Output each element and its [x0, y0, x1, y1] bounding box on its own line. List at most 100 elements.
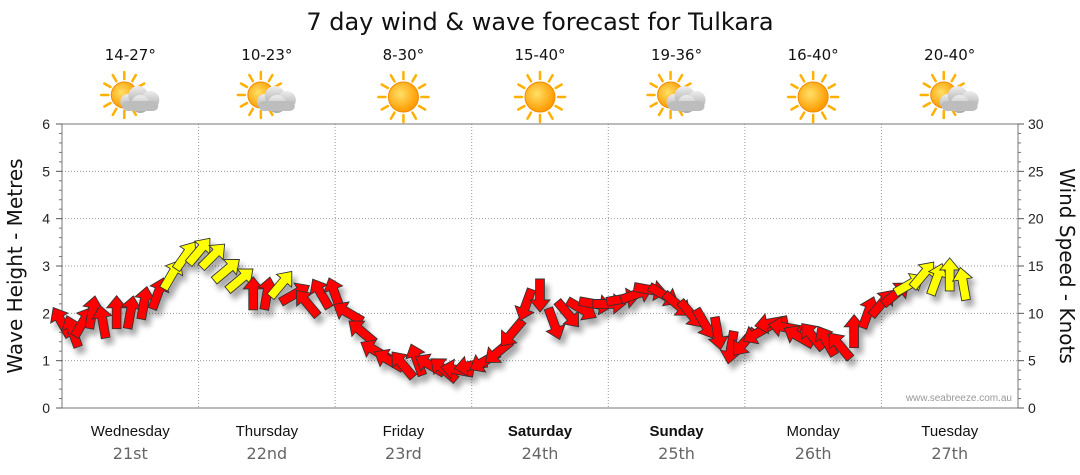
- sun-ray: [827, 83, 837, 90]
- sunny-icon: [786, 70, 840, 124]
- cloud-shape: [939, 86, 979, 113]
- wind-arrow: [801, 322, 827, 353]
- day-labels: 14-27° Wednesday 21st 10-23° Thursday 22nd 8-3…: [91, 46, 979, 463]
- day-temp-range: 15-40°: [514, 46, 565, 64]
- sun-ray: [103, 101, 112, 108]
- wind-arrow: [210, 258, 240, 285]
- day-name: Thursday: [236, 423, 299, 440]
- y-tick-label: 3: [42, 258, 50, 274]
- watermark: www.seabreeze.com.au: [905, 393, 1012, 404]
- y-axis-ticks: 0 1 2 3 4 5 6: [42, 116, 62, 416]
- day-date: 25th: [658, 444, 695, 463]
- sun-ray: [517, 83, 526, 90]
- day-name: Tuesday: [921, 423, 978, 440]
- wind-arrow: [828, 332, 855, 362]
- wind-arrow: [266, 270, 293, 301]
- sun-ray: [248, 107, 255, 117]
- partly-cloudy-icon: [646, 70, 706, 120]
- wind-arrow: [783, 325, 816, 350]
- y2-tick-label: 0: [1028, 400, 1036, 416]
- cloud-base: [668, 101, 705, 111]
- day-temp-range: 19-36°: [651, 46, 702, 64]
- sun-disc: [524, 81, 556, 113]
- grid: [62, 124, 1018, 408]
- day-date: 27th: [931, 444, 968, 463]
- wind-arrow: [242, 276, 265, 311]
- sun-ray: [248, 73, 255, 83]
- sun-ray: [411, 74, 418, 83]
- day-date: 23rd: [385, 444, 422, 463]
- sun-ray: [799, 111, 806, 120]
- sun-ray: [389, 111, 396, 120]
- partly-cloudy-icon: [919, 70, 979, 120]
- sun-disc: [387, 81, 419, 113]
- y2-tick-label: 10: [1028, 305, 1044, 321]
- partly-cloudy-icon: [100, 70, 160, 120]
- y-axis-label: Wave Height - Metres: [3, 158, 27, 373]
- sunny-icon: [513, 70, 567, 124]
- sun-ray: [820, 74, 827, 83]
- sun-ray: [649, 101, 658, 108]
- chart-title: 7 day wind & wave forecast for Tulkara: [306, 8, 773, 36]
- sun-rays: [377, 70, 430, 124]
- sun-ray: [554, 83, 563, 90]
- wind-arrow: [91, 304, 113, 340]
- wind-arrow: [529, 278, 551, 313]
- sun-ray: [922, 82, 932, 89]
- sun-ray: [649, 82, 658, 89]
- y2-tick-label: 30: [1028, 116, 1044, 132]
- sun-ray: [111, 73, 118, 83]
- day-date: 24th: [522, 444, 559, 463]
- sun-ray: [820, 111, 827, 120]
- cloud-shape: [256, 86, 296, 113]
- weather-icons: [100, 70, 979, 124]
- day-name: Wednesday: [91, 423, 170, 440]
- cloud-shape: [120, 86, 160, 113]
- sun-ray: [526, 111, 533, 120]
- y2-tick-label: 5: [1028, 353, 1036, 369]
- day-name: Monday: [786, 423, 840, 440]
- wind-arrow: [514, 287, 537, 322]
- day-temp-range: 10-23°: [241, 46, 292, 64]
- day-date: 26th: [795, 444, 832, 463]
- day-date: 21st: [113, 444, 148, 463]
- sun-ray: [554, 104, 563, 111]
- day-temp-range: 20-40°: [924, 46, 975, 64]
- sun-ray: [657, 73, 664, 83]
- cloud-base: [941, 101, 978, 111]
- sun-ray: [790, 83, 799, 90]
- sun-ray: [657, 107, 664, 117]
- y-tick-label: 4: [42, 211, 50, 227]
- sun-ray: [930, 73, 937, 83]
- partly-cloudy-icon: [236, 70, 296, 120]
- sun-ray: [417, 104, 427, 111]
- sun-ray: [131, 73, 138, 83]
- day-name: Saturday: [508, 423, 573, 440]
- sun-ray: [411, 111, 418, 120]
- y-tick-label: 0: [42, 400, 50, 416]
- sun-ray: [239, 101, 249, 108]
- y-tick-label: 6: [42, 116, 50, 132]
- y2-tick-label: 25: [1028, 163, 1044, 179]
- wind-arrows: [50, 237, 974, 384]
- sun-ray: [930, 107, 937, 117]
- sun-ray: [799, 74, 806, 83]
- sun-ray: [380, 83, 390, 90]
- sun-ray: [526, 74, 533, 83]
- wind-arrow: [814, 325, 839, 358]
- sunny-icon: [377, 70, 430, 124]
- sun-rays: [513, 70, 567, 124]
- cloud-base: [122, 101, 159, 111]
- sun-ray: [267, 73, 274, 83]
- wind-arrow: [951, 266, 974, 302]
- sun-ray: [677, 73, 684, 83]
- y-tick-label: 1: [42, 353, 50, 369]
- y2-axis-label: Wind Speed - Knots: [1055, 168, 1079, 364]
- sun-ray: [239, 82, 249, 89]
- y-tick-label: 2: [42, 305, 50, 321]
- day-temp-range: 16-40°: [788, 46, 839, 64]
- sun-ray: [790, 104, 799, 111]
- wind-arrow: [543, 306, 566, 340]
- cloud-base: [258, 101, 295, 111]
